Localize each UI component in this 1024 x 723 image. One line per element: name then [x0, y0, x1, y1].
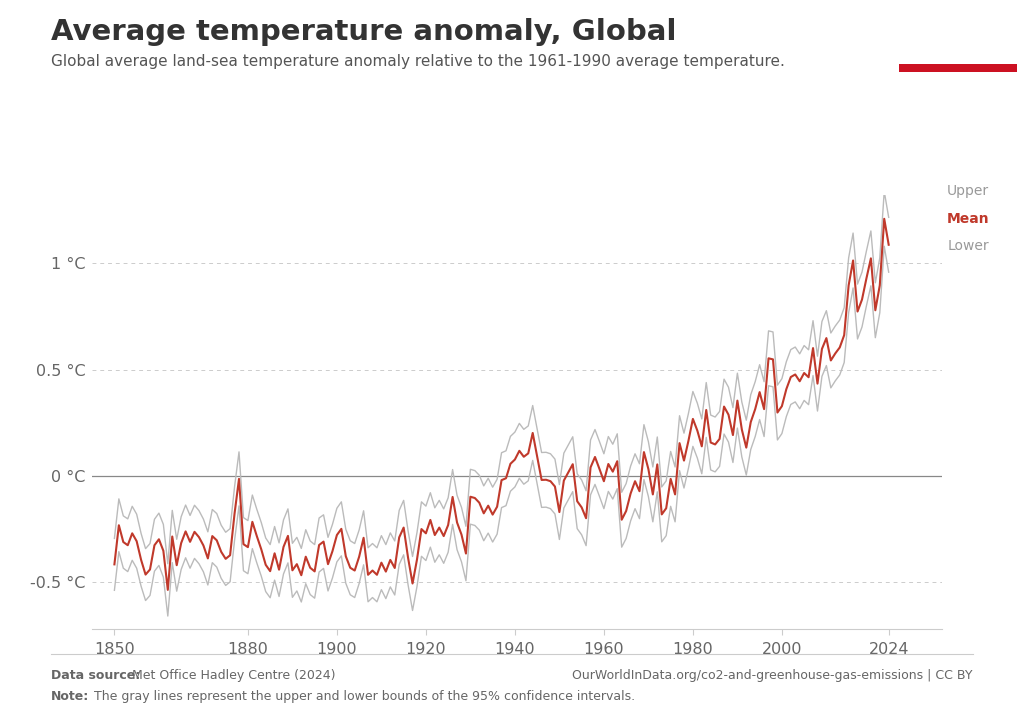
Text: Lower: Lower [947, 239, 989, 253]
Text: The gray lines represent the upper and lower bounds of the 95% confidence interv: The gray lines represent the upper and l… [90, 690, 635, 703]
Text: Mean: Mean [947, 212, 990, 226]
Text: Note:: Note: [51, 690, 89, 703]
Text: Our World: Our World [925, 20, 991, 33]
Text: Data source:: Data source: [51, 669, 140, 682]
Text: Global average land-sea temperature anomaly relative to the 1961-1990 average te: Global average land-sea temperature anom… [51, 54, 785, 69]
Text: Upper: Upper [947, 184, 989, 198]
Text: Average temperature anomaly, Global: Average temperature anomaly, Global [51, 18, 677, 46]
Text: Met Office Hadley Centre (2024): Met Office Hadley Centre (2024) [128, 669, 336, 682]
Bar [899, 64, 1017, 72]
Text: OurWorldInData.org/co2-and-greenhouse-gas-emissions | CC BY: OurWorldInData.org/co2-and-greenhouse-ga… [572, 669, 973, 682]
Text: in Data: in Data [934, 39, 982, 52]
